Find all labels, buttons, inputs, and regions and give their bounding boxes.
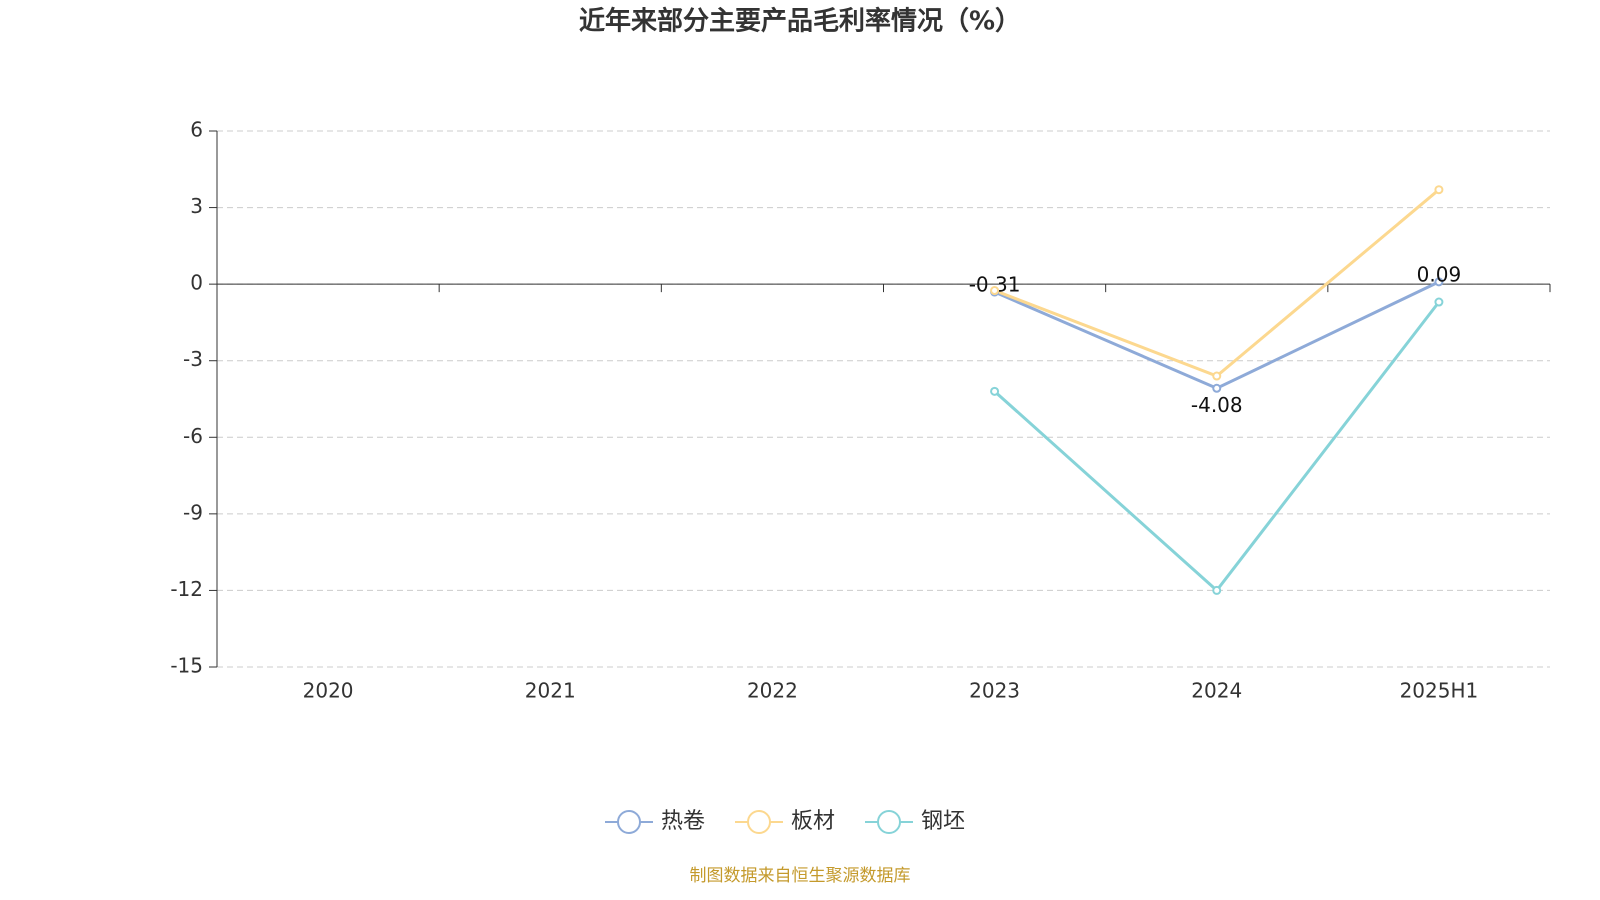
y-tick-label: -3	[183, 347, 203, 371]
chart-title: 近年来部分主要产品毛利率情况（%）	[579, 6, 1021, 37]
y-tick-label: 0	[190, 271, 203, 295]
data-label: 0.09	[1417, 262, 1462, 286]
source-note: 制图数据来自恒生聚源数据库	[690, 866, 911, 886]
legend-label: 热卷	[661, 809, 705, 834]
y-tick-label: -6	[183, 424, 203, 448]
x-tick-label: 2024	[1191, 679, 1242, 703]
point	[1212, 383, 1222, 393]
series-line	[994, 188, 1440, 378]
point	[1434, 297, 1444, 307]
series-line	[993, 301, 1441, 593]
x-tick-label: 2023	[969, 679, 1020, 703]
y-tick-label: 6	[190, 118, 203, 142]
x-tick-label: 2020	[303, 679, 354, 703]
y-tick-label: -12	[170, 577, 203, 601]
point	[1434, 277, 1444, 287]
data-label: -4.08	[1191, 393, 1243, 417]
point	[1212, 371, 1222, 381]
legend-label: 钢坯	[921, 809, 965, 834]
x-tick-label: 2022	[747, 679, 798, 703]
point	[990, 286, 1000, 296]
y-tick-label: -9	[183, 500, 203, 524]
legend-label: 板材	[791, 809, 835, 834]
x-tick-label: 2021	[525, 679, 576, 703]
point	[1212, 585, 1222, 595]
y-tick-label: 3	[190, 194, 203, 218]
legend-marker	[877, 810, 901, 834]
point	[990, 386, 1000, 396]
legend-marker	[617, 810, 641, 834]
y-tick-label: -15	[170, 654, 203, 678]
point	[1434, 185, 1444, 195]
x-tick-label: 2025H1	[1400, 679, 1479, 703]
legend-marker	[747, 810, 771, 834]
